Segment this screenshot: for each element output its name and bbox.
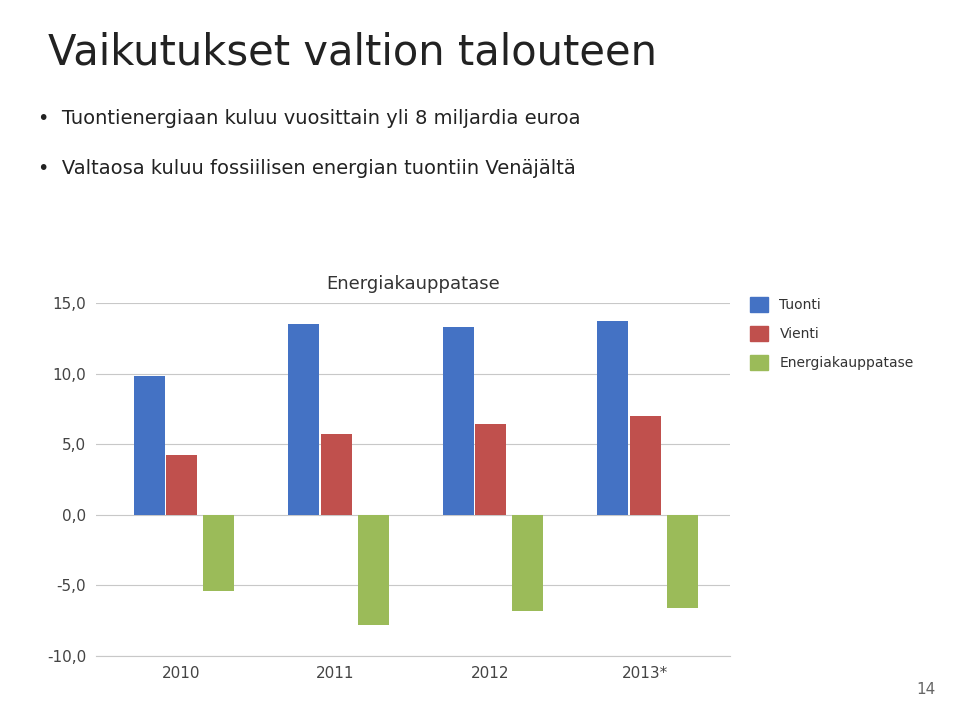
Bar bbox=[475, 424, 506, 515]
Bar bbox=[166, 455, 197, 515]
Bar bbox=[288, 324, 320, 515]
Legend: Tuonti, Vienti, Energiakauppatase: Tuonti, Vienti, Energiakauppatase bbox=[746, 293, 918, 374]
Text: •  Tuontienergiaan kuluu vuosittain yli 8 miljardia euroa: • Tuontienergiaan kuluu vuosittain yli 8… bbox=[38, 109, 581, 128]
Bar bbox=[321, 434, 351, 515]
Bar bbox=[133, 376, 165, 515]
Bar bbox=[630, 416, 660, 515]
Bar bbox=[358, 515, 389, 625]
Text: Vaikutukset valtion talouteen: Vaikutukset valtion talouteen bbox=[48, 32, 657, 74]
Bar bbox=[667, 515, 698, 608]
Text: 14: 14 bbox=[917, 682, 936, 697]
Text: •  Valtaosa kuluu fossiilisen energian tuontiin Venäjältä: • Valtaosa kuluu fossiilisen energian tu… bbox=[38, 159, 576, 178]
Title: Energiakauppatase: Energiakauppatase bbox=[326, 275, 499, 293]
Bar bbox=[513, 515, 543, 611]
Bar bbox=[597, 321, 629, 515]
Bar bbox=[443, 327, 474, 515]
Bar bbox=[204, 515, 234, 591]
